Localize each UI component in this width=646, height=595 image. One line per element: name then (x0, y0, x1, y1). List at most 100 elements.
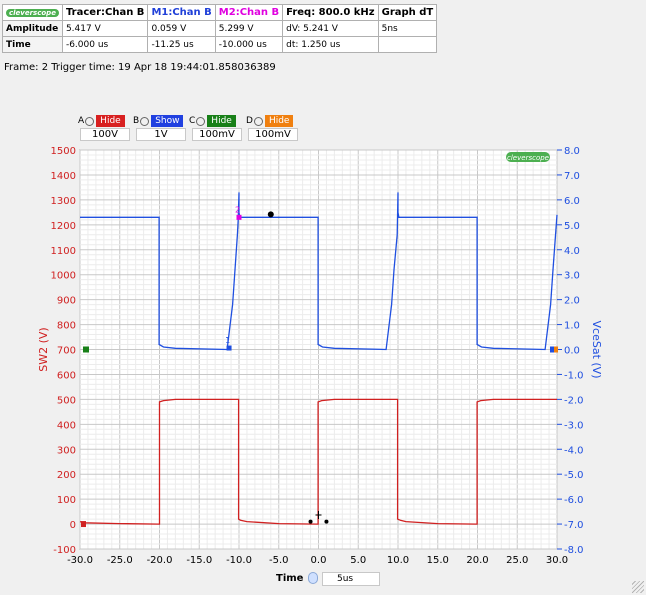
y-left-tick-label: -100 (53, 545, 76, 556)
y-right-tick-label: -1.0 (564, 370, 584, 381)
y-right-tick-label: -4.0 (564, 445, 584, 456)
cell-time-m1: -11.25 us (147, 36, 216, 53)
time-scale-input[interactable]: 5us (322, 572, 380, 586)
y-right-tick-label: -2.0 (564, 395, 584, 406)
cleverscope-logo: cleverscope (6, 9, 59, 17)
y-right-tick-label: -7.0 (564, 520, 584, 531)
y-left-tick-label: 300 (57, 445, 76, 456)
y-left-tick-label: 900 (57, 296, 76, 307)
cell-time-dt: dt: 1.250 us (282, 36, 379, 53)
y-right-axis-label: VceSat (V) (590, 321, 603, 379)
channel-a-knob-icon[interactable] (85, 116, 95, 126)
marker-2 (236, 214, 242, 220)
channel-d-knob-icon[interactable] (253, 116, 263, 126)
channel-a-control: A Hide (78, 114, 125, 128)
y-left-tick-label: 700 (57, 346, 76, 357)
channel-b-knob-icon[interactable] (140, 116, 150, 126)
marker-label-1: 1 (225, 336, 230, 345)
channel-d-control: D Hide (246, 114, 294, 128)
channel-c-scale[interactable]: 100mV (192, 128, 242, 141)
x-tick-label: -25.0 (107, 555, 133, 566)
y-left-tick-label: 800 (57, 321, 76, 332)
frame-info: Frame: 2 Trigger time: 19 Apr 18 19:44:0… (4, 62, 276, 73)
x-tick-label: 10.0 (387, 555, 409, 566)
y-right-tick-label: -8.0 (564, 545, 584, 556)
channel-b-control: B Show (133, 114, 184, 128)
cell-amp-graph: 5ns (377, 20, 438, 37)
channel-c-toggle-button[interactable]: Hide (207, 115, 236, 127)
y-right-tick-label: 4.0 (564, 246, 580, 257)
y-left-tick-label: 1200 (51, 221, 76, 232)
x-tick-label: 5.0 (350, 555, 366, 566)
x-tick-label: 15.0 (427, 555, 449, 566)
time-control: Time (276, 572, 323, 584)
y-right-tick-label: -5.0 (564, 470, 584, 481)
trigger-point-left (308, 519, 313, 524)
measurement-table: cleverscope Tracer:Chan B M1:Chan B M2:C… (2, 4, 438, 53)
time-label: Time (276, 572, 304, 584)
channel-a-toggle-button[interactable]: Hide (96, 115, 125, 127)
channel-d-scale[interactable]: 100mV (248, 128, 298, 141)
cell-time-graph (377, 36, 438, 53)
y-right-tick-label: 1.0 (564, 321, 580, 332)
y-left-tick-label: 600 (57, 370, 76, 381)
x-tick-label: 0.0 (311, 555, 327, 566)
y-right-tick-label: 2.0 (564, 296, 580, 307)
y-left-tick-label: 200 (57, 470, 76, 481)
trigger-point-right (324, 519, 329, 524)
x-tick-label: -30.0 (67, 555, 93, 566)
y-left-tick-label: 0 (70, 520, 76, 531)
y-left-tick-label: 100 (57, 495, 76, 506)
cell-time-tracer: -6.000 us (61, 36, 149, 53)
channel-b-offset-marker (550, 346, 554, 353)
plot-logo-badge (506, 152, 550, 162)
resize-grip-icon[interactable] (632, 581, 644, 593)
time-spinner-icon[interactable] (308, 572, 319, 584)
y-right-tick-label: 7.0 (564, 171, 580, 182)
y-right-tick-label: -3.0 (564, 420, 584, 431)
y-left-axis-label: SW2 (V) (37, 327, 50, 371)
series-vcesat-line (80, 192, 558, 351)
channel-d-offset-marker (554, 346, 558, 353)
y-left-tick-label: 1300 (51, 196, 76, 207)
y-left-tick-label: 1400 (51, 171, 76, 182)
x-tick-label: 20.0 (466, 555, 488, 566)
channel-c-offset-marker (83, 346, 89, 353)
channel-c-control: C Hide (189, 114, 236, 128)
y-left-tick-label: 1100 (51, 246, 76, 257)
channel-b-scale[interactable]: 1V (136, 128, 186, 141)
channel-c-letter: C (189, 116, 196, 126)
y-right-tick-label: 3.0 (564, 271, 580, 282)
y-right-tick-label: 0.0 (564, 346, 580, 357)
marker-label-2: 2 (235, 205, 240, 214)
plot-logo-text: cleverscope (507, 154, 549, 162)
marker-1 (226, 345, 232, 351)
channel-c-knob-icon[interactable] (196, 116, 206, 126)
channel-d-letter: D (246, 116, 253, 126)
x-tick-label: -10.0 (226, 555, 252, 566)
row-label-amplitude: Amplitude (2, 20, 63, 37)
x-tick-label: 30.0 (546, 555, 568, 566)
y-left-tick-label: 1000 (51, 271, 76, 282)
x-tick-label: -5.0 (269, 555, 289, 566)
y-left-tick-label: 500 (57, 395, 76, 406)
x-tick-label: -20.0 (147, 555, 173, 566)
y-left-tick-label: 1500 (51, 146, 76, 157)
channel-a-scale[interactable]: 100V (80, 128, 130, 141)
y-right-tick-label: 6.0 (564, 196, 580, 207)
channel-d-toggle-button[interactable]: Hide (264, 115, 294, 127)
x-tick-label: 25.0 (506, 555, 528, 566)
cell-time-m2: -10.000 us (214, 36, 284, 53)
series-sw2-line (79, 398, 557, 525)
x-tick-label: -15.0 (186, 555, 212, 566)
tracer-marker (267, 211, 274, 218)
channel-b-toggle-button[interactable]: Show (151, 115, 184, 127)
measurement-row-amplitude: Amplitude 5.417 V 0.059 V 5.299 V dV: 5.… (2, 20, 438, 37)
row-label-time: Time (2, 36, 63, 53)
channel-b-letter: B (133, 116, 140, 126)
y-right-tick-label: 5.0 (564, 221, 580, 232)
channel-a-offset-marker (81, 521, 86, 528)
y-right-tick-label: -6.0 (564, 495, 584, 506)
y-left-tick-label: 400 (57, 420, 76, 431)
